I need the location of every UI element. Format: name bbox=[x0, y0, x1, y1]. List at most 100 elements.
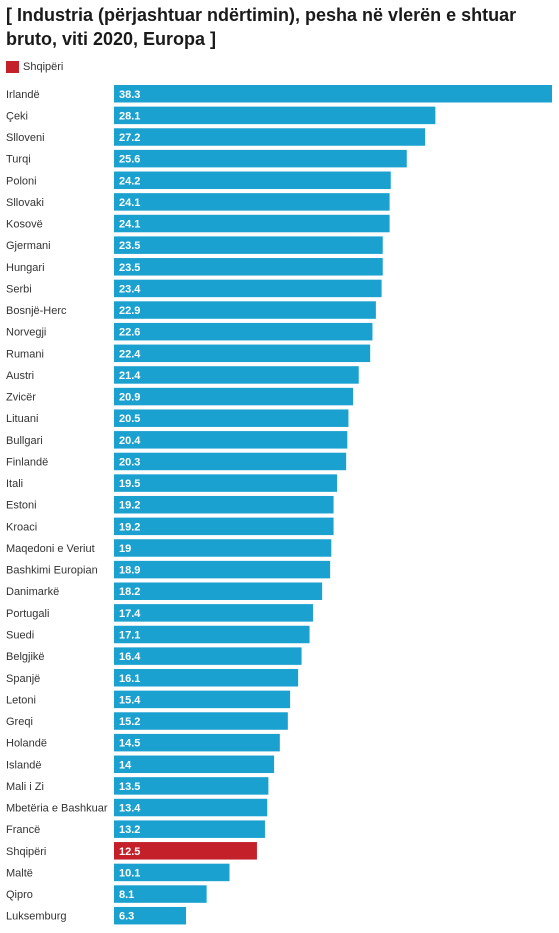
value-label-norvegji: 22.6 bbox=[119, 327, 140, 339]
bar-portugali bbox=[114, 604, 313, 622]
value-label-islande: 14 bbox=[119, 759, 132, 771]
value-label-hungari: 23.5 bbox=[119, 262, 140, 274]
category-label-serbi: Serbi bbox=[6, 283, 32, 295]
value-label-kroaci: 19.2 bbox=[119, 521, 140, 533]
bar-gjermani bbox=[114, 236, 383, 254]
value-label-bashkimi-europian: 18.9 bbox=[119, 565, 140, 577]
value-label-finlande: 20.3 bbox=[119, 456, 140, 468]
category-label-portugali: Portugali bbox=[6, 608, 49, 620]
bar-ceki bbox=[114, 106, 436, 125]
bar-spanje bbox=[114, 669, 299, 687]
value-label-spanje: 16.1 bbox=[119, 673, 140, 685]
value-label-ceki: 28.1 bbox=[119, 110, 140, 122]
category-label-bashkimi-europian: Bashkimi Europian bbox=[6, 565, 98, 577]
legend-swatch-albania bbox=[6, 61, 19, 73]
value-label-kosove: 24.1 bbox=[119, 219, 140, 231]
category-label-suedi: Suedi bbox=[6, 630, 34, 642]
bar-bosnje-herc bbox=[114, 301, 376, 319]
category-label-danimarke: Danimarkë bbox=[6, 586, 59, 598]
value-label-mali-i-zi: 13.5 bbox=[119, 781, 140, 793]
value-label-slloveni: 27.2 bbox=[119, 132, 140, 144]
category-label-itali: Itali bbox=[6, 478, 23, 490]
bar-sllovaki bbox=[114, 193, 390, 211]
category-label-zvicer: Zvicër bbox=[6, 392, 36, 404]
bar-maqedoni-e-veriut bbox=[114, 539, 332, 557]
category-label-lituani: Lituani bbox=[6, 413, 38, 425]
value-label-portugali: 17.4 bbox=[119, 608, 141, 620]
value-label-mbeteria-e-bashkuar: 13.4 bbox=[119, 803, 141, 815]
value-label-bosnje-herc: 22.9 bbox=[119, 305, 140, 317]
bar-greqi bbox=[114, 712, 288, 730]
category-label-qipro: Qipro bbox=[6, 889, 33, 901]
bar-islande bbox=[114, 755, 275, 774]
bar-kroaci bbox=[114, 517, 334, 536]
bar-bashkimi-europian bbox=[114, 560, 331, 579]
category-label-hungari: Hungari bbox=[6, 262, 45, 274]
bar-shqiperi bbox=[114, 842, 257, 860]
bar-norvegji bbox=[114, 322, 373, 341]
category-label-sllovaki: Sllovaki bbox=[6, 197, 44, 209]
value-label-qipro: 8.1 bbox=[119, 889, 134, 901]
category-label-estoni: Estoni bbox=[6, 500, 37, 512]
value-label-zvicer: 20.9 bbox=[119, 392, 140, 404]
category-label-letoni: Letoni bbox=[6, 694, 36, 706]
bar-luksemburg bbox=[114, 906, 187, 925]
value-label-austri: 21.4 bbox=[119, 370, 141, 382]
bar-finlande bbox=[114, 452, 347, 471]
category-label-belgjike: Belgjikë bbox=[6, 651, 45, 663]
bar-danimarke bbox=[114, 582, 323, 600]
bar-mali-i-zi bbox=[114, 777, 269, 795]
bar-estoni bbox=[114, 495, 334, 514]
value-label-itali: 19.5 bbox=[119, 478, 140, 490]
chart-title: [ Industria (përjashtuar ndërtimin), pes… bbox=[6, 5, 517, 49]
bar-zvicer bbox=[114, 387, 354, 406]
value-label-belgjike: 16.4 bbox=[119, 651, 141, 663]
bar-qipro bbox=[114, 885, 207, 903]
category-label-poloni: Poloni bbox=[6, 175, 37, 187]
value-label-holande: 14.5 bbox=[119, 738, 140, 750]
value-label-rumani: 22.4 bbox=[119, 348, 141, 360]
value-label-bullgari: 20.4 bbox=[119, 435, 141, 447]
value-label-greqi: 15.2 bbox=[119, 716, 140, 728]
category-label-kosove: Kosovë bbox=[6, 219, 43, 231]
category-label-austri: Austri bbox=[6, 370, 34, 382]
category-label-luksemburg: Luksemburg bbox=[6, 911, 67, 923]
legend: Shqipëri bbox=[6, 60, 63, 74]
value-label-maqedoni-e-veriut: 19 bbox=[119, 543, 131, 555]
category-label-greqi: Greqi bbox=[6, 716, 33, 728]
category-label-mali-i-zi: Mali i Zi bbox=[6, 781, 44, 793]
category-label-spanje: Spanjë bbox=[6, 673, 40, 685]
category-label-maqedoni-e-veriut: Maqedoni e Veriut bbox=[6, 543, 95, 555]
category-label-turqi: Turqi bbox=[6, 154, 31, 166]
category-label-kroaci: Kroaci bbox=[6, 521, 37, 533]
bar-mbeteria-e-bashkuar bbox=[114, 798, 268, 817]
category-label-irlande: Irlandë bbox=[6, 89, 40, 101]
legend-label-albania: Shqipëri bbox=[23, 61, 64, 73]
bar-poloni bbox=[114, 171, 391, 190]
bar-irlande bbox=[114, 85, 552, 103]
category-label-malte: Maltë bbox=[6, 867, 33, 879]
value-label-lituani: 20.5 bbox=[119, 413, 140, 425]
bar-serbi bbox=[114, 279, 382, 298]
bar-bullgari bbox=[114, 431, 348, 449]
category-label-finlande: Finlandë bbox=[6, 456, 48, 468]
category-label-ceki: Çeki bbox=[6, 110, 28, 122]
category-label-mbeteria-e-bashkuar: Mbetëria e Bashkuar bbox=[6, 803, 108, 815]
category-label-islande: Islandë bbox=[6, 759, 41, 771]
bar-lituani bbox=[114, 409, 349, 427]
value-label-sllovaki: 24.1 bbox=[119, 197, 140, 209]
category-label-norvegji: Norvegji bbox=[6, 327, 46, 339]
value-label-estoni: 19.2 bbox=[119, 500, 140, 512]
value-label-irlande: 38.3 bbox=[119, 89, 140, 101]
bar-malte bbox=[114, 863, 230, 882]
category-label-france: Francë bbox=[6, 824, 40, 836]
bar-turqi bbox=[114, 149, 407, 168]
category-label-holande: Holandë bbox=[6, 738, 47, 750]
value-label-turqi: 25.6 bbox=[119, 154, 140, 166]
bar-france bbox=[114, 820, 265, 838]
bar-holande bbox=[114, 733, 280, 752]
value-label-danimarke: 18.2 bbox=[119, 586, 140, 598]
bar-letoni bbox=[114, 690, 291, 709]
value-label-luksemburg: 6.3 bbox=[119, 911, 134, 923]
